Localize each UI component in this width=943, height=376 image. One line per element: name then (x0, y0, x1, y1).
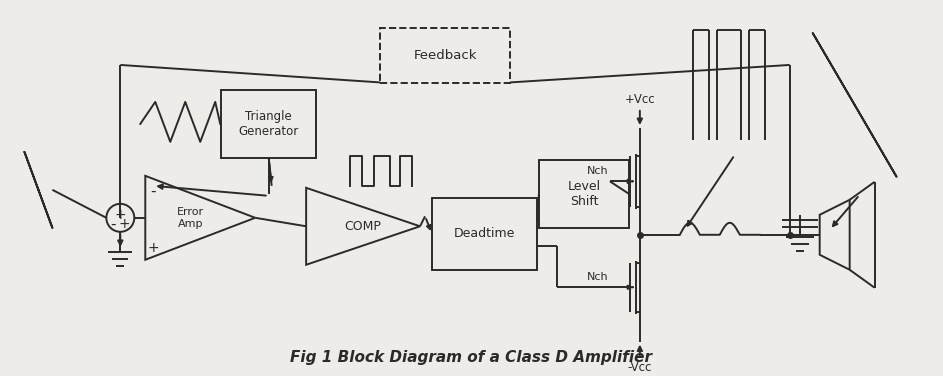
Text: Deadtime: Deadtime (454, 227, 515, 240)
Text: Nch: Nch (587, 272, 608, 282)
Text: Level
Shift: Level Shift (568, 180, 601, 208)
Text: COMP: COMP (344, 220, 382, 233)
Bar (432, 198, 537, 270)
Text: Feedback: Feedback (413, 49, 477, 62)
Bar (380, 28, 510, 83)
Text: -: - (151, 183, 156, 198)
Text: +: + (114, 208, 126, 222)
Text: Triangle
Generator: Triangle Generator (239, 110, 299, 138)
Text: -Vcc: -Vcc (628, 361, 652, 374)
Bar (222, 90, 316, 158)
Text: +: + (119, 217, 130, 231)
Text: Fig 1 Block Diagram of a Class D Amplifier: Fig 1 Block Diagram of a Class D Amplifi… (290, 350, 652, 365)
Text: Error
Amp: Error Amp (176, 207, 204, 229)
Bar (539, 160, 629, 228)
Text: -: - (110, 216, 116, 231)
Text: +: + (147, 241, 159, 255)
Text: Nch: Nch (587, 166, 608, 176)
Text: +Vcc: +Vcc (624, 93, 655, 106)
